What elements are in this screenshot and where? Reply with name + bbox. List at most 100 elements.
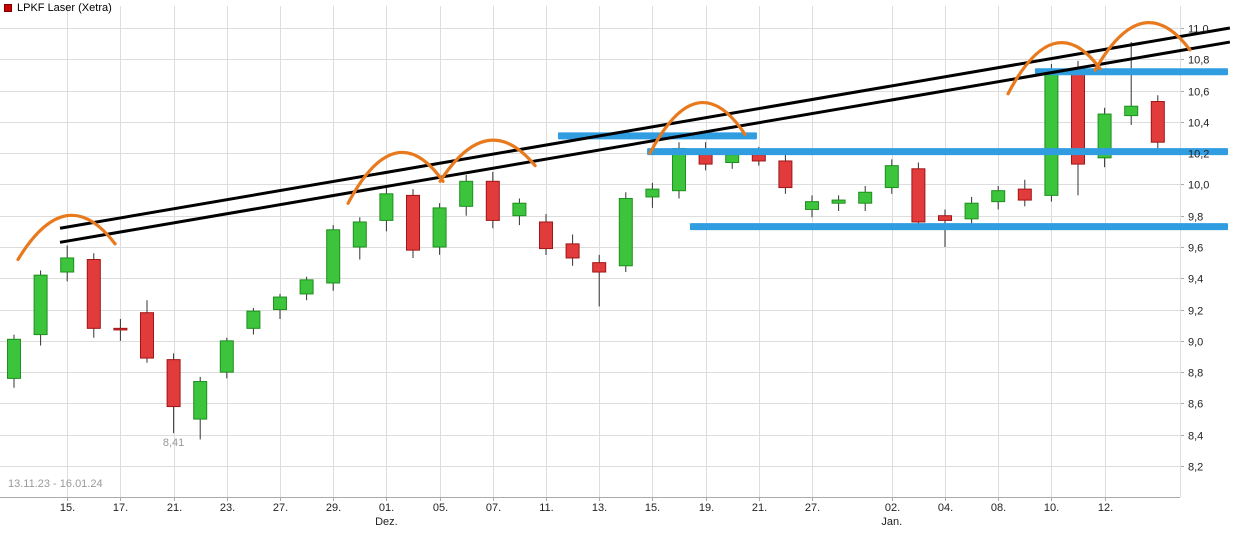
arc-annotation <box>1093 21 1192 72</box>
candle-up <box>725 154 740 164</box>
candle-up <box>618 198 633 267</box>
candle-down <box>86 259 101 329</box>
candle-up <box>459 180 474 207</box>
candle-down <box>778 160 793 189</box>
y-axis-label: 10,6 <box>1188 87 1209 99</box>
x-axis-label: 04. <box>938 502 953 514</box>
x-axis-month-label: Jan. <box>881 516 902 528</box>
axis-labels: 11,0 10,8 10,6 10,4 10,2 10,0 9,8 9,6 9,4 9,2 9,0 8… <box>60 24 1210 529</box>
candle-down <box>406 194 420 251</box>
candle-down <box>592 262 607 273</box>
y-axis-label: 9,2 <box>1188 306 1203 318</box>
x-axis-label: 15. <box>645 502 660 514</box>
y-axis-label: 8,4 <box>1188 431 1203 443</box>
x-axis-label: 02. <box>885 502 900 514</box>
level-bar <box>647 148 1229 156</box>
trendline <box>59 26 1231 230</box>
candle-down <box>485 180 500 221</box>
chart-legend: LPKF Laser (Xetra) <box>4 2 112 14</box>
y-axis-label: 8,8 <box>1188 368 1203 380</box>
candle-up <box>432 207 447 248</box>
candle-up <box>273 296 287 311</box>
y-axis-label: 10,2 <box>1188 149 1209 161</box>
x-axis-label: 21. <box>752 502 767 514</box>
candle-up <box>60 257 75 273</box>
candle-up <box>1097 113 1112 159</box>
x-axis-label: 13. <box>592 502 607 514</box>
arc-annotation <box>16 213 117 262</box>
candle-up <box>512 202 527 217</box>
candle-up <box>884 165 899 189</box>
x-axis-label: 10. <box>1044 502 1059 514</box>
x-axis-label: 29. <box>326 502 341 514</box>
x-axis-label: 21. <box>167 502 182 514</box>
candle-up <box>831 199 846 204</box>
candle-up <box>352 221 367 248</box>
arc-annotation <box>438 138 537 183</box>
x-axis-label: 23. <box>220 502 235 514</box>
candle-down <box>113 327 128 331</box>
axes <box>0 6 1184 501</box>
y-axis-label: 9,4 <box>1188 274 1203 286</box>
x-axis-label: 27. <box>273 502 288 514</box>
candle-down <box>751 154 766 162</box>
y-axis-label: 9,6 <box>1188 243 1203 255</box>
x-axis-label: 15. <box>60 502 75 514</box>
x-axis-label: 17. <box>113 502 128 514</box>
candle-up <box>805 201 819 210</box>
candle-down <box>1017 188 1032 201</box>
x-axis-label: 01. <box>379 502 394 514</box>
y-axis-label: 10,4 <box>1188 118 1209 130</box>
candle-up <box>991 190 1006 203</box>
x-axis-label: 07. <box>486 502 501 514</box>
x-axis-label: 11. <box>539 502 553 514</box>
level-bar <box>689 223 1229 231</box>
candle-up <box>299 279 314 295</box>
x-axis-month-label: Dez. <box>375 516 398 528</box>
candle-up <box>33 274 48 336</box>
candle-up <box>1124 105 1139 117</box>
level-bar <box>1034 68 1229 76</box>
trendlines <box>59 26 1231 244</box>
support-resistance-bars <box>557 68 1229 231</box>
candle-up <box>7 338 21 379</box>
chart-title: LPKF Laser (Xetra) <box>17 2 112 14</box>
x-axis-label: 12. <box>1098 502 1113 514</box>
arc-annotation <box>648 101 747 155</box>
arc-annotations <box>16 21 1192 262</box>
candle-up <box>964 202 979 220</box>
y-axis-label: 9,0 <box>1188 337 1203 349</box>
candle-up <box>193 381 208 420</box>
x-axis-label: 05. <box>433 502 448 514</box>
candle-down <box>1150 101 1165 143</box>
x-axis-label: 27. <box>805 502 820 514</box>
candle-up <box>379 193 394 221</box>
y-axis-label: 11,0 <box>1188 24 1209 36</box>
candle-down <box>140 312 154 359</box>
y-axis-label: 10,0 <box>1188 180 1209 192</box>
y-axis-label: 8,2 <box>1188 462 1203 474</box>
low-price-annotation: 8,41 <box>163 437 184 449</box>
candle-up <box>246 310 261 329</box>
candles-group <box>7 42 1165 440</box>
candle-up <box>645 188 660 198</box>
legend-marker-icon <box>4 4 12 12</box>
trendline <box>59 40 1231 244</box>
arc-annotation <box>346 150 445 205</box>
y-axis-label: 8,6 <box>1188 399 1203 411</box>
candle-up <box>326 229 341 284</box>
candle-down <box>938 215 952 221</box>
candle-up <box>858 191 873 204</box>
candle-down <box>565 243 580 259</box>
y-axis-label: 10,8 <box>1188 55 1209 67</box>
y-axis-label: 9,8 <box>1188 212 1203 224</box>
candle-down <box>911 168 926 223</box>
arc-annotation <box>1006 41 1102 96</box>
x-axis-label: 08. <box>991 502 1006 514</box>
candle-down <box>166 359 181 408</box>
candle-down <box>539 221 553 250</box>
date-range-label: 13.11.23 - 16.01.24 <box>8 478 103 490</box>
candle-up <box>1044 69 1059 196</box>
